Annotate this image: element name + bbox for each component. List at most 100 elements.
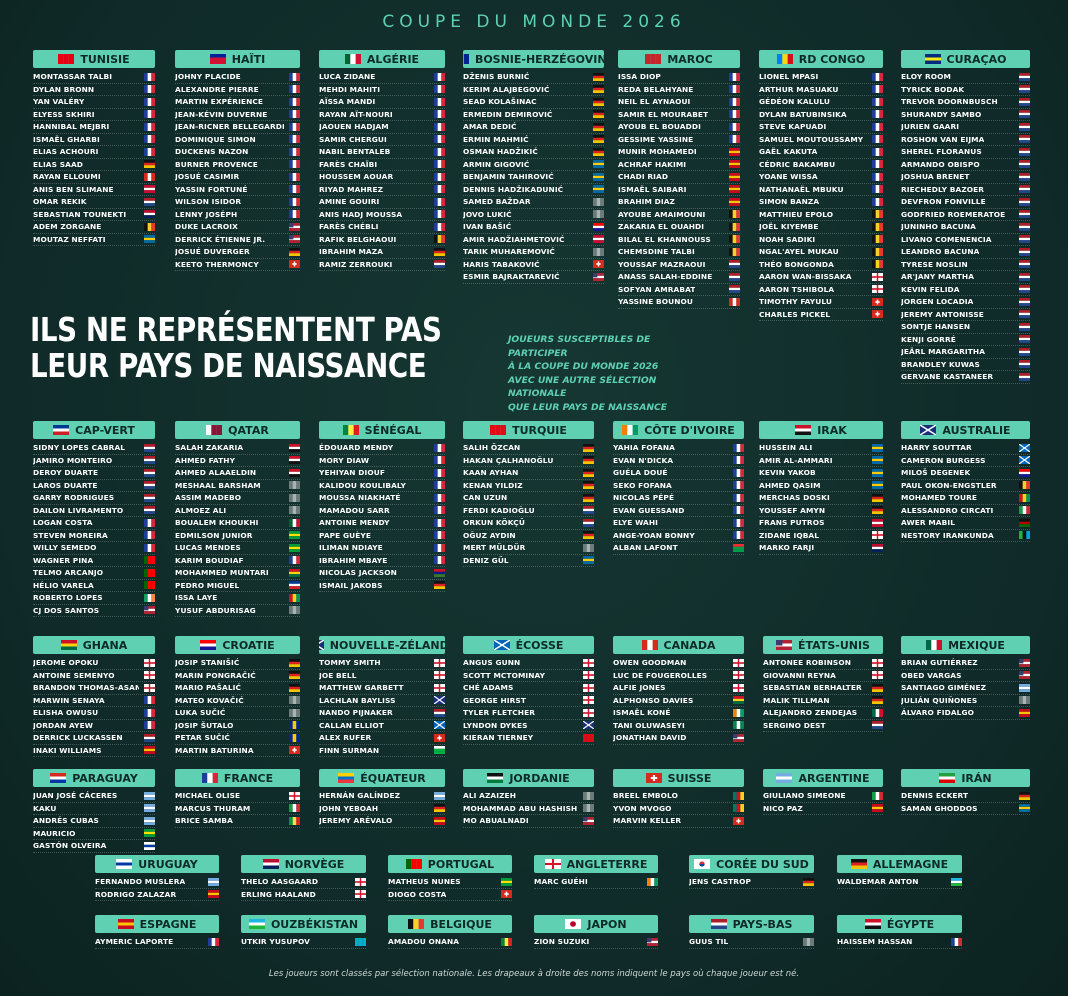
player-name: BREEL EMBOLO [613,791,678,801]
flag-icon [116,859,133,869]
birth-country-flag-icon [872,468,883,477]
team-name: ALGÉRIE [366,52,420,66]
birth-country-flag-icon [872,185,883,194]
player-row: ANTONEE ROBINSON [763,657,883,670]
team-header: ÉQUATEUR [319,769,445,787]
birth-country-flag-icon [434,518,445,527]
player-row: SAMAN GHODDOS [901,803,1030,815]
player-row: GUÉLA DOUÉ [613,467,744,480]
player-name: KALIDOU KOULIBALY [319,480,406,490]
flag-icon [493,639,511,651]
player-row: NICOLAS PÉPÉ [613,492,744,505]
player-row: MATTHIEU EPOLO [759,209,883,221]
birth-country-flag-icon [289,506,300,515]
birth-country-flag-icon [289,493,300,502]
player-name: BRAHIM DIAZ [618,197,675,207]
player-row: HARRY SOUTTAR [901,442,1031,455]
player-name: ANIS BEN SLIMANE [33,184,114,194]
player-row: MARVIN KELLER [613,815,744,828]
player-row: GAËL KAKUTA [759,146,883,159]
team-name: BELGIQUE [430,917,492,931]
player-row: ISSA LAYE [175,592,300,605]
player-name: MARC GUÉHI [534,877,588,887]
birth-country-flag-icon [144,568,155,577]
player-name: MICHAEL OLISE [175,791,241,801]
player-name: ISMAËL KONÉ [613,708,671,718]
player-row: CÉDRIC BAKAMBU [759,159,883,171]
player-name: JUNINHO BACUNA [901,222,976,232]
player-row: ÉDOUARD MENDY [319,442,445,455]
flag-icon [60,640,77,650]
player-row: ANASS SALAH-EDDINE [618,271,740,284]
player-row: AMIR AL-AMMARI [759,455,883,467]
player-row: RIECHEDLY BAZOER [901,184,1030,196]
player-row: ZIDANE IQBAL [759,530,883,542]
team-suisse: SUISSE BREEL EMBOLO YVON MVOGO MARVIN KELLE… [613,769,744,828]
birth-country-flag-icon [1019,518,1030,527]
team-name: ÉGYPTE [886,917,935,931]
birth-country-flag-icon [872,543,883,552]
player-name: ISSA DIOP [618,72,661,82]
team-qatar: QATAR SALAH ZAKARIA AHMED FATHY AHMED ALAAE… [175,421,300,617]
player-name: AARON WAN-BISSAKA [759,272,852,282]
player-row: ISMAËL GHARBI [33,134,155,146]
birth-country-flag-icon [733,804,744,813]
birth-country-flag-icon [1019,222,1030,231]
team-header: AUSTRALIE [901,421,1030,439]
player-name: ALEJANDRO ZENDEJAS [763,708,858,718]
player-name: AYOUB EL BOUADDI [618,122,701,132]
player-row: ELYE WAHI [613,517,744,530]
player-row: ASSIM MADEBO [175,492,300,505]
player-row: AHMED ALAAELDIN [175,467,300,480]
birth-country-flag-icon [1019,272,1030,281]
player-name: FERDI KADIOĞLU [463,505,535,515]
team-ghana: GHANA JEROME OPOKU ANTOINE SEMENYO BRANDON … [33,636,155,757]
player-row: JENS CASTROP [689,876,814,889]
birth-country-flag-icon [1019,297,1030,306]
birth-country-flag-icon [434,260,445,269]
birth-country-flag-icon [1018,443,1031,453]
player-name: WALDEMAR ANTON [837,877,919,887]
birth-country-flag-icon [583,518,594,527]
player-name: MAMADOU SARR [319,505,390,515]
player-row: MESHAAL BARSHAM [175,480,300,492]
player-row: DYLAN BATUBINSIKA [759,109,883,121]
birth-country-flag-icon [144,506,155,515]
birth-country-flag-icon [289,791,300,800]
flag-icon [919,424,937,436]
birth-country-flag-icon [583,556,594,565]
player-row: JURIEN GAARI [901,121,1030,134]
birth-country-flag-icon [289,531,300,540]
birth-country-flag-icon [144,97,155,106]
player-row: ISMAËL SAIBARI [618,184,740,196]
player-name: MARTIN BATURINA [175,745,254,755]
player-row: KENAN YILDIZ [463,480,594,492]
player-row: DENIZ GÜL [463,555,594,567]
birth-country-flag-icon [144,733,155,742]
player-row: ERLING HAALAND [241,889,366,901]
birth-country-flag-icon [1019,72,1030,81]
player-row: YASSINE BOUNOU [618,296,740,309]
player-name: OBED VARGAS [901,670,962,680]
player-name: FINN SURMAN [319,745,380,755]
player-row: NEIL EL AYNAOUI [618,96,740,109]
player-name: ZIDANE IQBAL [759,530,820,540]
birth-country-flag-icon [872,247,883,256]
team-croatie: CROATIE JOSIP STANIŠIĆ MARIN PONGRAČIĆ MARI… [175,636,300,757]
birth-country-flag-icon [1019,658,1030,667]
player-name: SALIH ÖZCAN [463,443,521,453]
player-row: AMADOU ONANA [388,936,512,949]
player-row: GEORGE HIRST [463,695,594,707]
player-name: ACHRAF HAKIMI [618,159,687,169]
player-name: TYRESE NOSLIN [901,259,968,269]
birth-country-flag-icon [434,97,445,106]
player-name: KAKU [33,803,57,813]
birth-country-flag-icon [144,556,155,565]
player-name: ARMIN GIGOVIĆ [463,159,530,169]
team-header: ARGENTINE [763,769,883,787]
player-row: CAN UZUN [463,492,594,505]
team-header: PARAGUAY [33,769,155,787]
player-name: CHARLES PICKEL [759,309,831,319]
birth-country-flag-icon [872,72,883,81]
player-row: CHADI RIAD [618,171,740,184]
